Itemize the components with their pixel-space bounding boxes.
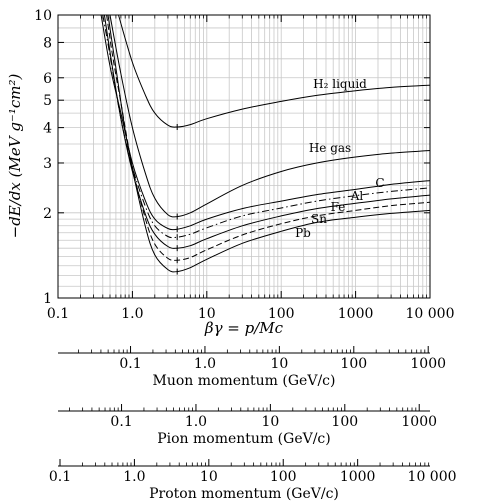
y-tick-label: 4 bbox=[43, 121, 52, 137]
momentum-tick-label: 10 000 bbox=[408, 469, 457, 485]
curve-fe bbox=[103, 14, 431, 249]
y-tick-label: 1 bbox=[43, 291, 52, 307]
ticks: 0.1 1.0 10 100 1000 10 000 1 2 3 4 5 6 8 10 bbox=[34, 8, 454, 322]
curve-he-gas bbox=[109, 14, 431, 218]
y-axis-label: −dE/dx (MeV g⁻¹cm²) bbox=[6, 73, 24, 238]
curve-h-liquid bbox=[118, 14, 431, 128]
momentum-tick-label: 100 bbox=[270, 469, 297, 485]
momentum-tick-label: 100 bbox=[331, 414, 358, 430]
y-tick-label: 10 bbox=[34, 8, 52, 24]
y-tick-label: 5 bbox=[43, 93, 52, 109]
momentum-axis-label: Proton momentum (GeV/c) bbox=[149, 486, 339, 502]
y-tick-label: 3 bbox=[43, 156, 52, 172]
momentum-tick-label: 10 bbox=[261, 414, 279, 430]
series-label-fe: Fe bbox=[331, 200, 346, 214]
momentum-tick-label: 0.1 bbox=[110, 414, 132, 430]
x-tick-label: 10 bbox=[198, 306, 216, 322]
momentum-axis-label: Pion momentum (GeV/c) bbox=[157, 431, 331, 447]
momentum-tick-label: 10 bbox=[200, 469, 218, 485]
momentum-axis-label: Muon momentum (GeV/c) bbox=[153, 373, 336, 389]
series-label-c: C bbox=[375, 176, 384, 190]
momentum-tick-label: 1000 bbox=[401, 414, 437, 430]
series-label-al: Al bbox=[350, 189, 364, 203]
curve-c bbox=[100, 14, 431, 231]
x-tick-label: 1000 bbox=[338, 306, 374, 322]
momentum-axes: 0.1 1.0 10 100 1000 Muon momentum (GeV/c) 0.1 1… bbox=[49, 346, 457, 502]
x-axis-label: βγ = p/Mc bbox=[204, 319, 284, 337]
momentum-tick-label: 10 bbox=[270, 356, 288, 372]
momentum-tick-label: 0.1 bbox=[119, 356, 141, 372]
series-label-sn: Sn bbox=[311, 212, 327, 226]
momentum-tick-label: 100 bbox=[340, 356, 367, 372]
y-tick-label: 2 bbox=[43, 206, 52, 222]
momentum-tick-label: 1000 bbox=[410, 356, 446, 372]
x-tick-label: 100 bbox=[268, 306, 295, 322]
x-tick-label: 10 000 bbox=[406, 306, 455, 322]
y-tick-label: 6 bbox=[43, 71, 52, 87]
curve-al bbox=[102, 14, 431, 239]
momentum-tick-label: 1.0 bbox=[185, 414, 207, 430]
x-tick-label: 1.0 bbox=[121, 306, 143, 322]
grid bbox=[58, 15, 430, 298]
x-tick-label: 0.1 bbox=[47, 306, 69, 322]
curve-pb bbox=[107, 14, 431, 273]
momentum-tick-label: 0.1 bbox=[49, 469, 71, 485]
momentum-tick-label: 1.0 bbox=[123, 469, 145, 485]
series-label-he-gas: He gas bbox=[309, 141, 351, 155]
plot-frame bbox=[57, 14, 431, 299]
series-label-h-liquid: H₂ liquid bbox=[313, 77, 367, 91]
momentum-tick-label: 1000 bbox=[340, 469, 376, 485]
y-tick-label: 8 bbox=[43, 35, 52, 51]
series-label-pb: Pb bbox=[295, 226, 311, 240]
momentum-tick-label: 1.0 bbox=[194, 356, 216, 372]
curves bbox=[100, 14, 431, 275]
